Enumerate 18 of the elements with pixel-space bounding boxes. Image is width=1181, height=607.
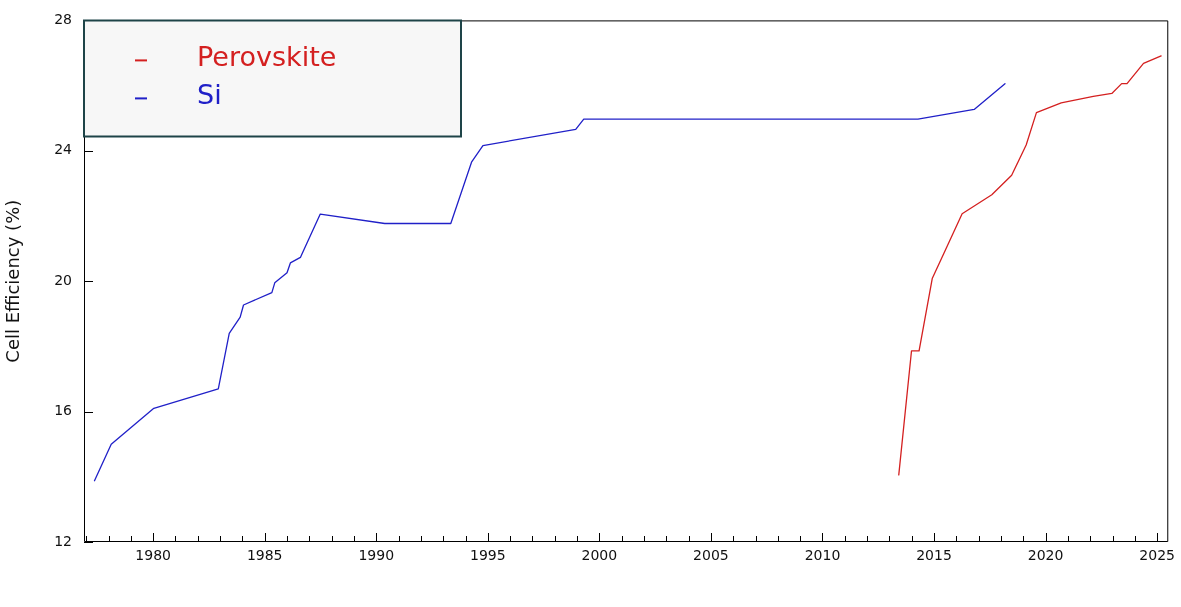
x-tick-label: 2000 — [581, 547, 618, 564]
legend-label: Perovskite — [197, 41, 337, 73]
x-tick-label: 2020 — [1027, 547, 1064, 564]
y-tick-label: 24 — [54, 141, 73, 158]
y-tick-label: 16 — [54, 402, 73, 419]
legend-label: Si — [197, 79, 222, 111]
x-tick-label: 1985 — [246, 547, 283, 564]
x-tick-label: 1990 — [358, 547, 395, 564]
x-tick-label: 2010 — [804, 547, 841, 564]
y-axis-title: Cell Efficiency (%) — [2, 199, 24, 363]
x-tick-label: 1995 — [470, 547, 506, 564]
x-tick-label: 2025 — [1139, 547, 1175, 564]
y-tick-label: 28 — [54, 11, 72, 28]
y-tick-label: 12 — [54, 532, 72, 549]
x-tick-label: 2015 — [916, 547, 952, 564]
x-tick-label: 2005 — [693, 547, 729, 564]
x-tick-label: 1980 — [135, 547, 171, 564]
y-tick-label: 20 — [54, 271, 72, 288]
